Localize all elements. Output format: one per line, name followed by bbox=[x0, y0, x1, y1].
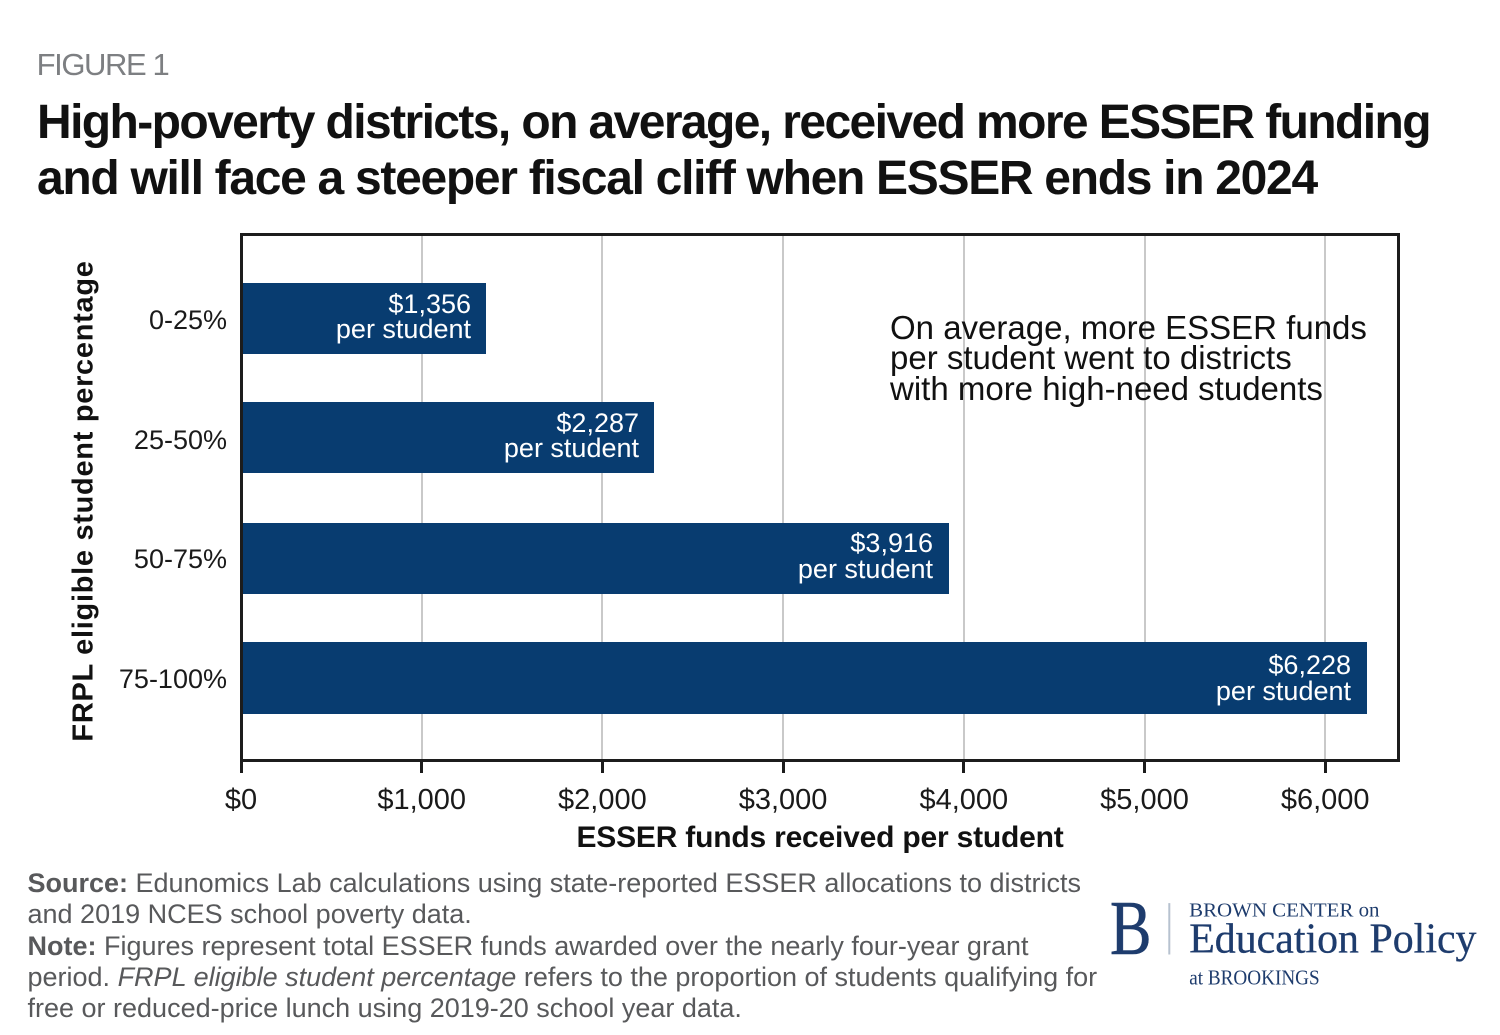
svg-text:Education Policy: Education Policy bbox=[1189, 916, 1476, 962]
svg-text:B: B bbox=[1110, 885, 1152, 971]
svg-text:BROWN CENTER on: BROWN CENTER on bbox=[1189, 899, 1379, 921]
svg-text:at BROOKINGS: at BROOKINGS bbox=[1189, 966, 1320, 990]
